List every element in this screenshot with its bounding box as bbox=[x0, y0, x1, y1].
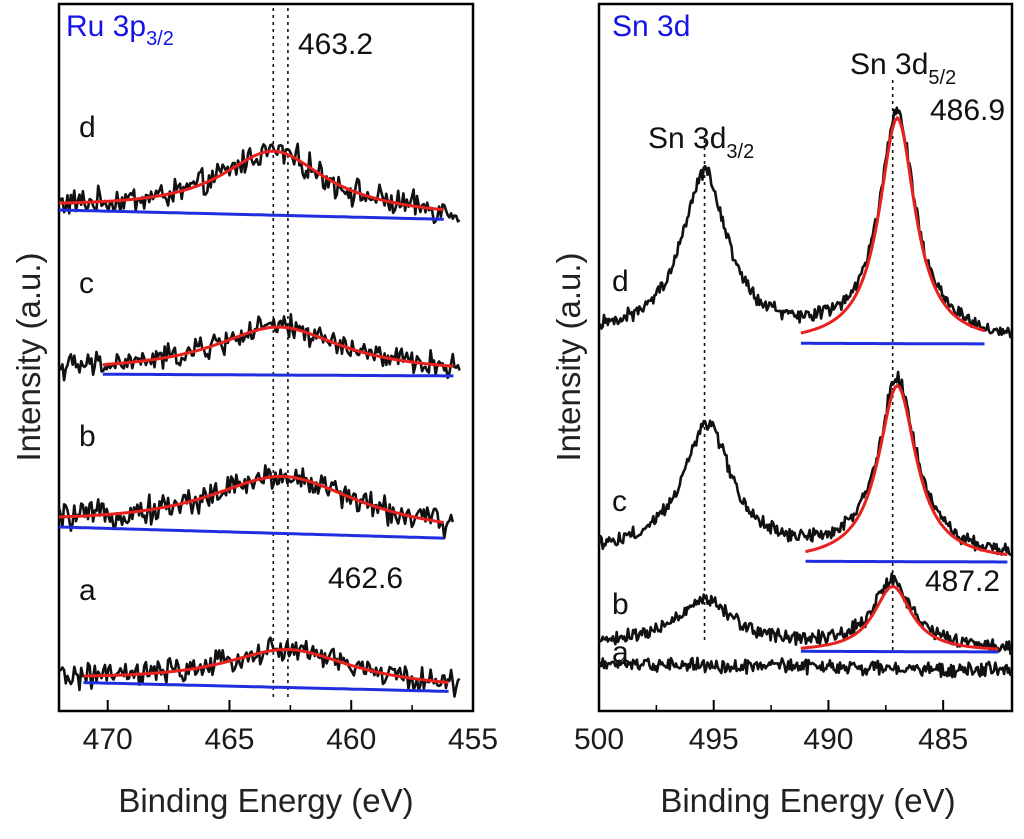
ru-raw-spectrum-b bbox=[57, 464, 455, 540]
ru-baseline-c bbox=[102, 372, 454, 378]
sn-annotation-3d32: Sn 3d3/2 bbox=[648, 122, 754, 163]
sn-x-tick-label-485: 485 bbox=[918, 723, 968, 756]
sn-y-axis-title: Intensity (a.u.) bbox=[550, 252, 587, 461]
ru-baseline-d bbox=[58, 208, 444, 221]
ru-trace-label-b: b bbox=[79, 420, 96, 453]
ru-x-tick-label-455: 455 bbox=[448, 723, 498, 756]
ru-fit-curve-c bbox=[102, 325, 454, 368]
sn-x-axis-title: Binding Energy (eV) bbox=[660, 782, 955, 819]
ru-baseline-a bbox=[83, 681, 449, 693]
ru-reference-lines bbox=[272, 8, 289, 701]
sn-raw-spectrum-b bbox=[597, 572, 1013, 656]
ru-trace-label-c: c bbox=[79, 267, 94, 300]
sn-trace-label-c: c bbox=[612, 485, 627, 518]
ru-trace-label-d: d bbox=[79, 111, 96, 144]
ru-panel-title: Ru 3p3/2 bbox=[66, 10, 174, 50]
ru-annotation-462-6: 462.6 bbox=[328, 562, 403, 595]
ru-3p-panel: 470 465 460 455 Ru 3p3/2 463.2 462.6 d c b … bbox=[10, 2, 498, 819]
sn-x-tick-label-500: 500 bbox=[574, 723, 624, 756]
ru-fit-curve-a bbox=[83, 648, 449, 685]
sn-fit-curve-b bbox=[800, 584, 999, 651]
sn-trace-label-a: a bbox=[612, 636, 629, 669]
ru-baseline-b bbox=[58, 525, 444, 540]
ru-x-tick-label-465: 465 bbox=[204, 723, 254, 756]
ru-plot-frame bbox=[57, 2, 475, 713]
ru-fit-curve-b bbox=[58, 475, 445, 524]
ru-trace-label-a: a bbox=[79, 574, 96, 607]
sn-raw-spectrum-c bbox=[597, 370, 1012, 557]
sn-baseline-b bbox=[800, 649, 999, 654]
sn-x-ticks: 500 495 490 485 bbox=[574, 700, 968, 756]
sn-traces bbox=[597, 106, 1013, 679]
sn-fit-curve-c bbox=[805, 383, 1008, 557]
sn-annotation-487-2: 487.2 bbox=[925, 565, 1000, 598]
ru-x-ticks: 470 465 460 455 bbox=[83, 700, 498, 756]
sn-baseline-d bbox=[800, 341, 985, 346]
ru-y-axis-title: Intensity (a.u.) bbox=[10, 252, 47, 461]
sn-fit-curve-d bbox=[800, 115, 985, 335]
sn-panel-title: Sn 3d bbox=[612, 10, 690, 43]
sn-trace-label-b: b bbox=[612, 588, 629, 621]
ru-annotation-463-2: 463.2 bbox=[298, 28, 373, 61]
sn-annotation-486-9: 486.9 bbox=[930, 94, 1005, 127]
ru-traces bbox=[57, 142, 461, 698]
sn-raw-spectrum-d bbox=[598, 106, 1013, 339]
sn-trace-label-d: d bbox=[612, 265, 629, 298]
sn-3d-panel: 500 495 490 485 Sn 3d Sn 3d5/2 486.9 Sn 3d3… bbox=[550, 2, 1014, 819]
sn-x-tick-label-490: 490 bbox=[803, 723, 853, 756]
ru-x-tick-label-470: 470 bbox=[83, 723, 133, 756]
ru-fit-curve-d bbox=[59, 149, 444, 212]
sn-baseline-c bbox=[805, 559, 1008, 564]
ru-raw-spectrum-c bbox=[57, 312, 461, 382]
ru-x-axis-title: Binding Energy (eV) bbox=[118, 782, 413, 819]
sn-plot-frame bbox=[597, 2, 1014, 713]
sn-raw-spectrum-a bbox=[597, 656, 1013, 679]
ru-raw-spectrum-d bbox=[57, 142, 461, 225]
sn-x-tick-label-495: 495 bbox=[689, 723, 739, 756]
sn-reference-lines bbox=[703, 80, 894, 650]
ru-x-tick-label-460: 460 bbox=[326, 723, 376, 756]
sn-annotation-3d52: Sn 3d5/2 bbox=[850, 48, 956, 89]
